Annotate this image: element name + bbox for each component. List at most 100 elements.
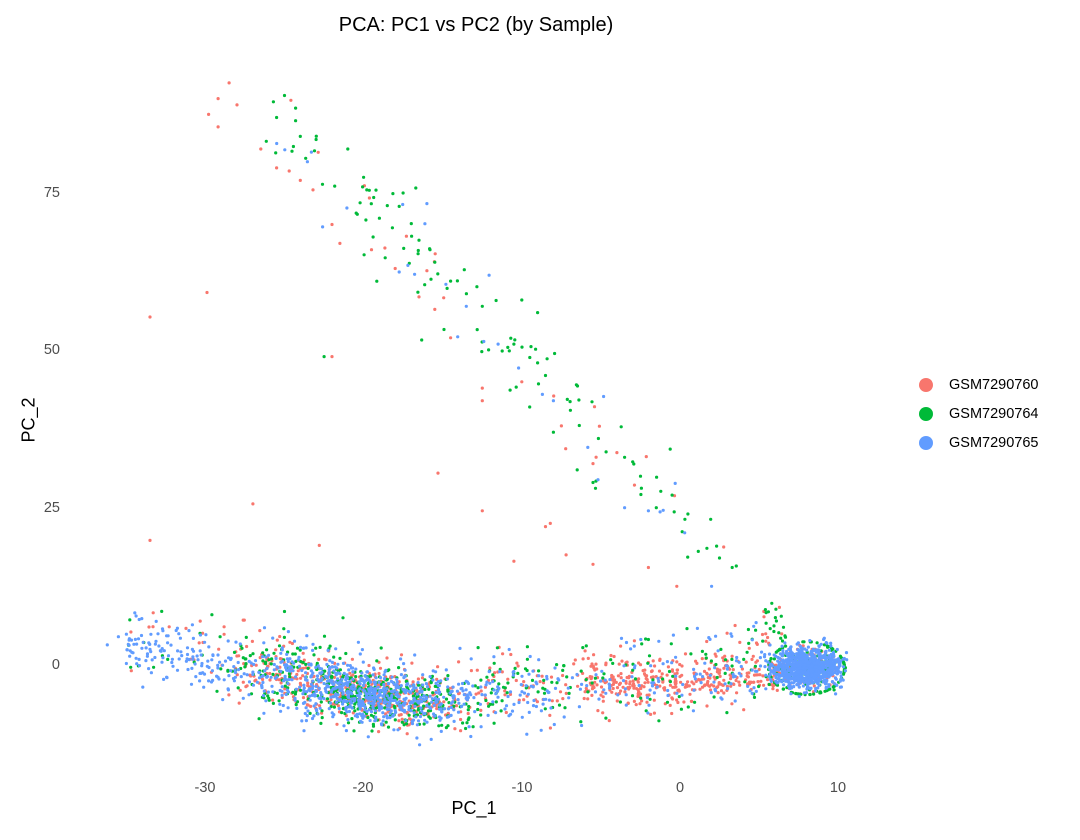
data-point [403,668,407,672]
data-point [394,685,398,690]
data-point [402,662,406,666]
data-point [786,666,790,670]
data-point [652,711,657,715]
data-point [692,682,696,686]
data-point [540,674,544,678]
data-point [784,649,789,654]
data-point [402,246,406,250]
data-point [507,349,511,353]
data-point [747,671,751,675]
data-point [370,729,374,733]
data-point [754,689,758,694]
data-point [545,677,549,681]
data-point [437,724,441,728]
data-point [722,691,726,695]
data-point [776,680,780,685]
data-point [822,643,827,647]
data-point [304,706,308,710]
data-point [671,674,675,678]
data-point [671,633,676,637]
data-point [249,661,253,665]
data-point [229,669,233,673]
data-point [812,676,817,680]
data-point [500,349,504,353]
data-point [717,671,721,675]
data-point [506,681,510,685]
data-point [291,669,295,673]
data-point [750,657,754,662]
data-point [812,661,816,665]
data-point [129,630,133,634]
data-point [226,639,230,643]
data-point [817,648,821,652]
data-point [806,671,810,675]
data-point [374,676,378,680]
data-point [525,645,530,649]
data-point [665,660,670,664]
data-point [824,641,828,645]
data-point [602,672,606,676]
data-point [708,688,713,692]
data-point [302,686,306,690]
data-point [772,624,776,628]
data-point [520,298,524,302]
data-point [271,672,275,677]
data-point [393,706,397,710]
data-point [512,342,516,346]
data-point [758,673,762,677]
data-point [623,690,627,694]
data-point [492,721,496,725]
data-point [314,702,318,706]
legend-item-gsm7290760: GSM7290760 [912,370,1038,399]
data-point [284,692,288,697]
data-point [316,150,320,154]
data-point [425,202,429,206]
data-point [567,696,571,700]
data-point [145,654,149,658]
data-point [227,693,231,697]
data-point [716,649,720,653]
data-point [805,666,809,670]
data-point [532,698,536,703]
data-point [312,714,316,718]
data-point [411,680,415,684]
data-point [177,657,181,661]
data-point [327,673,331,677]
data-point [344,729,348,733]
data-point [579,720,583,724]
data-point [611,686,615,691]
data-point [410,722,415,726]
data-point [767,682,771,687]
data-point [828,670,832,674]
data-point [234,640,238,644]
data-point [348,680,352,684]
data-point [352,699,356,703]
data-point [529,684,533,688]
data-point [828,659,832,663]
data-point [761,674,765,678]
data-point [799,657,803,661]
data-point [548,726,553,730]
data-point [337,681,341,685]
data-point [366,697,370,701]
data-point [287,677,291,682]
data-point [725,631,729,635]
data-point [495,689,499,693]
data-point [137,657,141,662]
data-point [766,660,770,664]
data-point [405,711,409,715]
data-point [762,615,766,619]
data-point [328,666,332,670]
data-point [184,626,188,631]
data-point [471,684,475,688]
data-point [685,627,689,631]
data-point [308,694,312,698]
data-point [747,641,751,646]
data-point [632,644,636,648]
data-point [715,675,719,680]
data-point [604,450,608,454]
data-point [661,680,665,684]
data-point [704,656,708,660]
data-point [750,638,754,642]
data-point [762,683,766,687]
